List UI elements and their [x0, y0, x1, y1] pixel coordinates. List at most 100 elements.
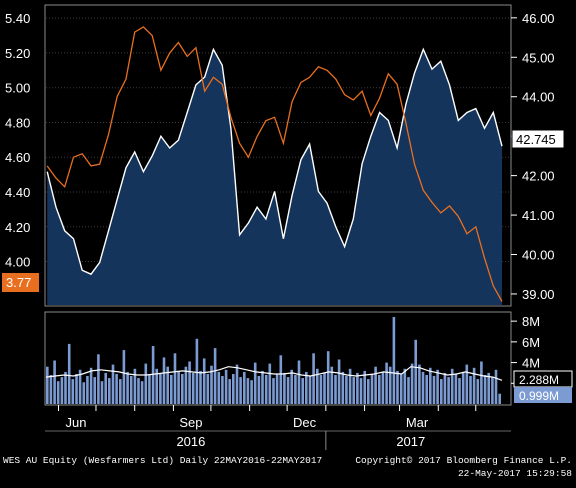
volume-bar	[119, 379, 122, 404]
year-label: 2016	[176, 434, 205, 449]
right-tick-label: 44.00	[522, 90, 555, 105]
volume-bar	[177, 370, 180, 404]
volume-bar	[97, 354, 100, 404]
volume-bar	[250, 380, 253, 404]
volume-bar	[337, 359, 341, 404]
volume-bar	[341, 371, 345, 404]
left-tick-label: 4.80	[5, 115, 30, 130]
right-tick-label: 40.00	[522, 248, 555, 263]
volume-bar	[191, 372, 195, 404]
volume-bar	[122, 350, 126, 404]
volume-last-value: 0.999M	[519, 389, 559, 403]
volume-bar	[53, 360, 56, 404]
last-price-label: 42.745	[511, 129, 565, 149]
volume-bar	[49, 375, 53, 404]
volume-bar	[206, 374, 210, 404]
month-label: Sep	[179, 415, 202, 430]
volume-bar	[334, 375, 337, 404]
volume-bar	[86, 376, 89, 404]
volume-bar	[330, 366, 334, 404]
volume-bar	[239, 377, 242, 404]
volume-bar	[356, 372, 359, 404]
left-tick-label: 4.20	[5, 220, 30, 235]
volume-bar	[166, 366, 169, 404]
volume-bar	[367, 379, 370, 404]
volume-bar	[297, 360, 301, 404]
last-left-value-label: 3.77	[2, 273, 39, 292]
volume-bar	[246, 378, 250, 404]
volume-bars	[46, 317, 501, 405]
volume-bar	[498, 393, 501, 404]
date-axis: Jun Sep Dec Mar 2016 2017	[57, 405, 477, 450]
volume-bar	[283, 372, 286, 404]
volume-bar	[89, 367, 93, 405]
volume-bar	[308, 376, 312, 404]
volume-bar	[345, 376, 348, 404]
volume-bar	[385, 362, 388, 404]
volume-bar	[217, 371, 221, 404]
relative-series	[46, 26, 503, 302]
volume-bar	[221, 376, 224, 404]
volume-bar	[235, 364, 239, 404]
volume-bar	[60, 377, 64, 404]
volume-bar	[181, 374, 184, 404]
right-tick-label: 41.00	[522, 208, 555, 223]
volume-bar	[261, 370, 264, 404]
volume-bar	[148, 375, 151, 404]
volume-bar	[279, 355, 283, 404]
volume-bar	[75, 374, 78, 404]
volume-bar	[418, 364, 421, 404]
volume-bar	[268, 363, 272, 404]
volume-bar	[188, 361, 191, 404]
volume-bar	[210, 365, 213, 404]
volume-bar	[224, 369, 228, 404]
volume-ma-label: 2.288M	[513, 370, 573, 388]
volume-bar	[264, 375, 268, 404]
volume-bar	[363, 370, 366, 404]
volume-bar	[184, 366, 188, 404]
volume-bar	[232, 374, 235, 404]
volume-bar	[104, 372, 107, 404]
volume-bar	[381, 371, 385, 404]
volume-bar	[480, 361, 483, 404]
volume-bar	[494, 369, 498, 404]
volume-bar	[370, 374, 374, 404]
last-left-value: 3.77	[6, 275, 31, 290]
volume-bar	[410, 363, 414, 404]
volume-bar	[126, 371, 129, 404]
year-label: 2017	[396, 434, 425, 449]
volume-bar	[491, 377, 494, 404]
volume-bar	[108, 378, 111, 404]
volume-bar	[458, 378, 461, 404]
volume-bar	[425, 375, 428, 404]
volume-tick-label: 8M	[522, 314, 540, 329]
right-tick-label: 45.00	[522, 50, 555, 65]
volume-bar	[378, 375, 381, 404]
volume-tick-label: 6M	[522, 335, 540, 350]
volume-bar	[450, 368, 454, 404]
volume-bar	[93, 377, 96, 404]
wes-price-series	[46, 47, 503, 276]
volume-bar	[100, 381, 104, 404]
volume-bar	[301, 378, 304, 404]
volume-bar	[294, 375, 297, 404]
month-label: Jun	[65, 415, 86, 430]
volume-bar	[359, 378, 363, 404]
volume-bar	[487, 372, 490, 404]
volume-bar	[257, 376, 261, 404]
volume-bar	[399, 374, 403, 404]
left-tick-label: 5.20	[5, 46, 30, 61]
volume-bar	[305, 371, 308, 404]
volume-bar	[82, 382, 86, 405]
volume-bar	[275, 374, 279, 404]
volume-bar	[447, 377, 450, 404]
volume-bar	[414, 339, 417, 404]
volume-bar	[421, 371, 425, 404]
price-area-fill	[47, 49, 502, 306]
wes-price-area	[47, 49, 502, 306]
volume-bar	[392, 317, 396, 404]
volume-bar	[374, 366, 377, 404]
volume-bar	[469, 376, 472, 404]
